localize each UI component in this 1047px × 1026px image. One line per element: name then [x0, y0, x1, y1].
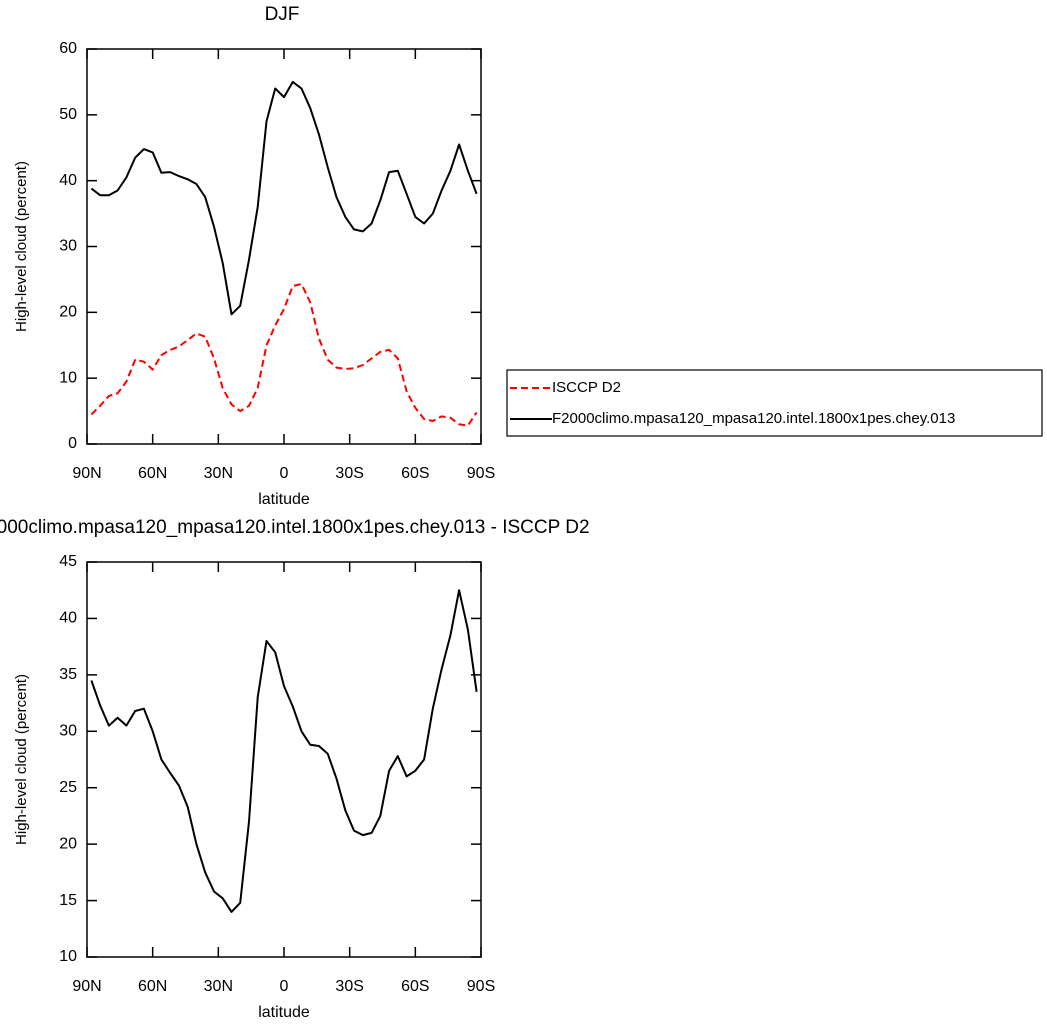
x-axis-label: latitude: [258, 1004, 310, 1021]
x-tick-label: 60N: [138, 465, 167, 482]
x-tick-label: 0: [280, 978, 289, 995]
plot-frame: [86, 48, 482, 445]
chart-title: F2000climo.mpasa120_mpasa120.intel.1800x…: [0, 517, 590, 538]
data-line: [90, 589, 478, 913]
data-line: [90, 80, 478, 316]
y-tick-label: 30: [59, 238, 77, 255]
x-tick-label: 30S: [335, 465, 363, 482]
y-tick-label: 30: [59, 723, 77, 740]
x-tick-label: 0: [280, 465, 289, 482]
x-tick-label: 60N: [138, 978, 167, 995]
y-tick-label: 10: [59, 369, 77, 386]
x-tick-label: 90N: [72, 465, 101, 482]
x-tick-label: 60S: [401, 465, 429, 482]
plot-frame: [86, 561, 482, 958]
data-line: [90, 283, 478, 427]
y-axis-label: High-level cloud (percent): [13, 674, 30, 845]
y-tick-label: 10: [59, 948, 77, 965]
y-tick-label: 50: [59, 106, 77, 123]
y-tick-label: 0: [68, 435, 77, 452]
x-tick-label: 30N: [204, 465, 233, 482]
chart-title: DJF: [265, 4, 300, 25]
y-tick-label: 40: [59, 172, 77, 189]
x-tick-label: 90N: [72, 978, 101, 995]
y-tick-label: 45: [59, 553, 77, 570]
y-tick-label: 25: [59, 779, 77, 796]
x-axis-label: latitude: [258, 491, 310, 508]
y-axis-label: High-level cloud (percent): [13, 161, 30, 332]
legend-label: ISCCP D2: [552, 379, 621, 396]
y-tick-label: 40: [59, 610, 77, 627]
y-tick-label: 60: [59, 40, 77, 57]
legend-box: [506, 369, 1043, 437]
y-tick-label: 20: [59, 304, 77, 321]
y-tick-label: 35: [59, 666, 77, 683]
x-tick-label: 90S: [467, 465, 495, 482]
x-tick-label: 60S: [401, 978, 429, 995]
y-tick-label: 15: [59, 892, 77, 909]
x-tick-label: 90S: [467, 978, 495, 995]
x-tick-label: 30N: [204, 978, 233, 995]
legend-label: F2000climo.mpasa120_mpasa120.intel.1800x…: [552, 410, 955, 427]
x-tick-label: 30S: [335, 978, 363, 995]
y-tick-label: 20: [59, 835, 77, 852]
